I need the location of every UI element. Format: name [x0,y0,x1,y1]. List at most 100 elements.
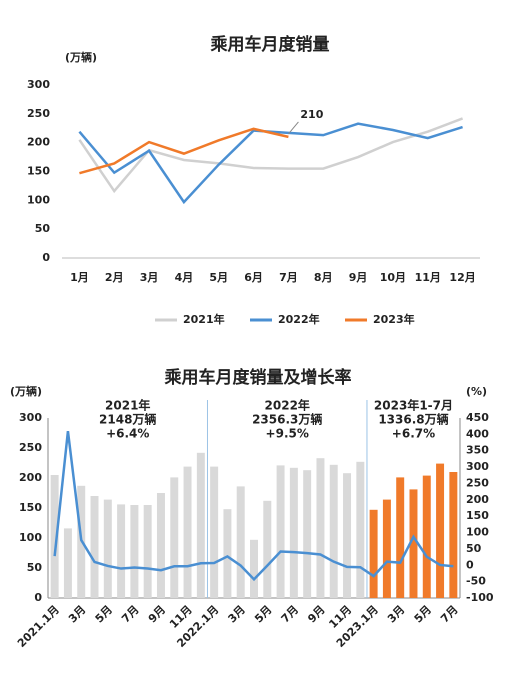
annotation: 2022年 [265,398,310,413]
annotation: 210 [300,108,323,121]
x-tick-label: 1月 [70,271,89,284]
x-tick-label: 5月 [412,603,434,625]
y-tick-label: 200 [27,136,50,149]
unit-label: (万辆) [65,50,97,64]
line-series [78,117,464,194]
x-tick-label: 8月 [314,271,333,284]
y2-tick-label: 50 [466,542,482,555]
x-tick-label: 3月 [226,603,248,625]
bar [316,458,325,598]
legend-label: 2023年 [373,312,415,326]
x-tick-label: 3月 [385,603,407,625]
x-tick-label: 5月 [93,603,115,625]
bar [223,509,232,598]
bar [263,500,272,598]
y-tick-label: 250 [27,107,50,120]
annotation: 2148万辆 [99,412,156,427]
bar [409,489,418,598]
x-tick-label: 7月 [438,603,460,625]
annotation: 1336.8万辆 [378,412,448,427]
y-tick-label: 250 [19,441,42,454]
x-tick-label: 2021.1月 [15,603,62,650]
y2-tick-label: 150 [466,509,489,522]
y-tick-label: 300 [19,411,42,424]
y-tick-label: 0 [42,251,50,264]
y-tick-label: 300 [27,78,50,91]
x-tick-label: 12月 [449,271,475,284]
y2-tick-label: 350 [466,444,489,457]
y-tick-label: 200 [19,471,42,484]
bar [329,464,338,598]
bar [170,477,179,598]
bar [276,465,285,598]
y2-tick-label: -50 [466,575,486,588]
y-tick-label: 100 [19,531,42,544]
x-tick-label: 2月 [105,271,124,284]
bar [117,504,126,598]
bar [250,539,258,598]
bar [343,473,352,598]
line-series [53,430,454,582]
bar [382,499,391,598]
legend-label: 2021年 [183,312,225,326]
chart-title: 乘用车月度销量及增长率 [164,367,352,388]
bar [396,477,405,598]
y2-tick-label: 250 [466,476,489,489]
bar [369,509,378,598]
bar [422,475,431,598]
line-series [79,127,289,175]
y-tick-label: 50 [35,222,51,235]
x-tick-label: 9月 [305,603,327,625]
x-tick-label: 5月 [252,603,274,625]
bar [303,470,312,598]
y2-tick-label: 100 [466,526,489,539]
y2-tick-label: 400 [466,427,489,440]
y2-tick-label: 200 [466,493,489,506]
x-tick-label: 3月 [66,603,88,625]
annotation: +9.5% [266,427,309,441]
unit-label: (万辆) [10,384,42,398]
annotation: 2356.3万辆 [252,412,322,427]
x-tick-label: 7月 [119,603,141,625]
x-tick-label: 5月 [209,271,228,284]
bar [183,466,192,598]
annotation: 2023年1-7月 [374,398,453,413]
y-tick-label: 50 [27,561,43,574]
y2-tick-label: 0 [466,558,474,571]
annotation-leader [288,121,299,135]
legend-label: 2022年 [278,312,320,326]
y-tick-label: 150 [27,165,50,178]
bar [156,493,165,598]
chart-title: 乘用车月度销量 [210,34,330,55]
x-tick-label: 11月 [415,271,441,284]
annotation: +6.4% [106,427,149,441]
x-tick-label: 3月 [140,271,159,284]
y-tick-label: 150 [19,501,42,514]
bar [103,499,112,598]
bar [90,496,99,598]
x-tick-label: 7月 [279,271,298,284]
y2-tick-label: 300 [466,460,489,473]
y-tick-label: 0 [34,591,42,604]
bar [236,486,245,598]
bar [436,463,445,598]
bar [63,528,72,598]
x-tick-label: 6月 [244,271,263,284]
x-tick-label: 7月 [279,603,301,625]
bar [143,505,152,598]
x-tick-label: 9月 [146,603,168,625]
x-tick-label: 10月 [380,271,406,284]
x-tick-label: 9月 [349,271,368,284]
y2-tick-label: -100 [466,591,494,604]
unit-label: (%) [466,385,487,398]
bar [449,472,458,598]
annotation: 2021年 [105,398,150,413]
bar [50,475,59,598]
bar [356,461,365,598]
bar [210,466,219,598]
x-tick-label: 4月 [175,271,194,284]
bar [130,505,139,598]
y2-tick-label: 450 [466,411,489,424]
